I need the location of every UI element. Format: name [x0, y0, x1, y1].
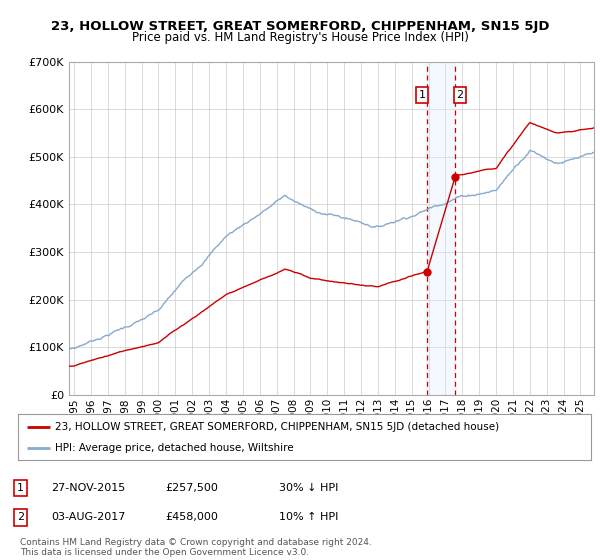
Text: 23, HOLLOW STREET, GREAT SOMERFORD, CHIPPENHAM, SN15 5JD: 23, HOLLOW STREET, GREAT SOMERFORD, CHIP…	[51, 20, 549, 32]
Text: £458,000: £458,000	[165, 512, 218, 522]
Text: 1: 1	[17, 483, 24, 493]
Text: 10% ↑ HPI: 10% ↑ HPI	[279, 512, 338, 522]
Text: 03-AUG-2017: 03-AUG-2017	[51, 512, 125, 522]
Text: 1: 1	[419, 90, 425, 100]
Text: 30% ↓ HPI: 30% ↓ HPI	[279, 483, 338, 493]
Text: Price paid vs. HM Land Registry's House Price Index (HPI): Price paid vs. HM Land Registry's House …	[131, 31, 469, 44]
Text: 27-NOV-2015: 27-NOV-2015	[51, 483, 125, 493]
Text: 2: 2	[457, 90, 464, 100]
Bar	[427, 62, 455, 395]
Text: £257,500: £257,500	[165, 483, 218, 493]
Text: HPI: Average price, detached house, Wiltshire: HPI: Average price, detached house, Wilt…	[55, 443, 294, 453]
Text: Contains HM Land Registry data © Crown copyright and database right 2024.
This d: Contains HM Land Registry data © Crown c…	[20, 538, 372, 557]
Text: 2: 2	[17, 512, 24, 522]
Text: 23, HOLLOW STREET, GREAT SOMERFORD, CHIPPENHAM, SN15 5JD (detached house): 23, HOLLOW STREET, GREAT SOMERFORD, CHIP…	[55, 422, 499, 432]
